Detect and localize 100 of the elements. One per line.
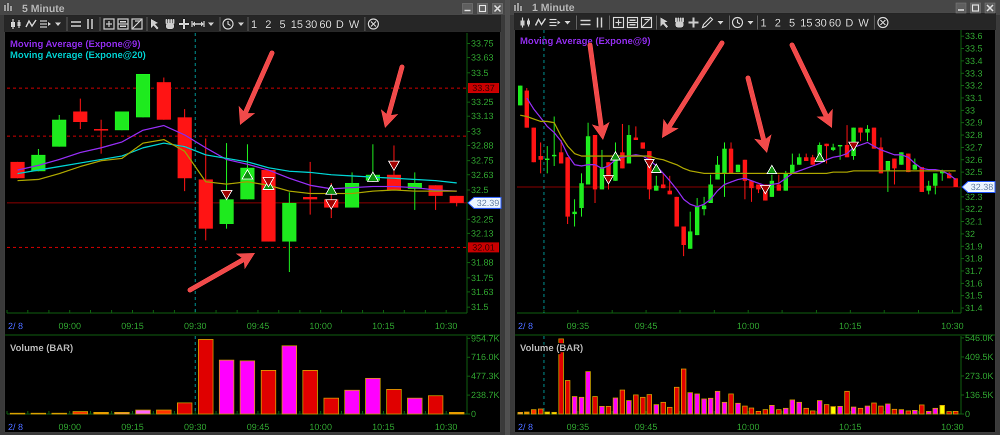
x-tick-label: 09:35	[566, 422, 590, 432]
y-tick-label: 32.6	[965, 154, 983, 165]
chart-title: 5 Minute	[22, 3, 65, 15]
text: 15	[290, 19, 304, 31]
y-tick-label: 32.88	[471, 140, 494, 150]
y-tick-label: 33.1	[965, 92, 983, 103]
y-tick-label: 33.13	[471, 111, 494, 122]
y-tick-label: 477.3K	[471, 371, 500, 382]
y-tick-label: 31.7	[965, 266, 983, 276]
text: 2/ 8	[8, 422, 24, 432]
text: 30	[814, 18, 827, 30]
text: 1	[760, 18, 767, 30]
y-tick-label: 716.0K	[471, 352, 500, 362]
y-tick-label: 31.5	[471, 302, 489, 312]
text: D	[336, 19, 344, 31]
x-tick-label: 10:00	[736, 422, 760, 432]
y-tick-label: 33	[965, 105, 976, 116]
text: 2/ 8	[518, 422, 534, 432]
y-tick-label: 31.5	[965, 290, 983, 301]
x-tick-label: 10:30	[434, 321, 458, 331]
x-tick-label: 09:30	[184, 422, 206, 432]
x-tick-label: 09:45	[634, 321, 658, 331]
ref-line-label: 32.39	[476, 198, 500, 208]
x-tick-label: 10:15	[839, 422, 862, 432]
y-tick-label: 32.7	[965, 142, 983, 152]
y-tick-label: 32.13	[471, 228, 494, 238]
y-tick-label: 32.1	[965, 216, 983, 227]
y-tick-label: 409.5K	[965, 352, 994, 362]
x-tick-label: 10:30	[434, 422, 458, 432]
x-tick-label: 09:00	[58, 422, 82, 432]
y-tick-label: 33.2	[965, 80, 983, 91]
x-tick-label: 09:45	[246, 321, 270, 331]
y-tick-label: 32.25	[471, 214, 494, 224]
y-tick-label: 31.4	[965, 303, 983, 314]
text: 30	[305, 19, 318, 31]
y-tick-label: 32.3	[965, 192, 983, 202]
text: 60	[828, 18, 842, 30]
y-tick-label: 33.63	[471, 52, 494, 63]
x-tick-label: 10:15	[372, 321, 395, 331]
y-tick-label: 32.63	[471, 170, 494, 180]
y-tick-label: 33.25	[471, 97, 494, 108]
y-tick-label: 238.7K	[471, 390, 500, 400]
x-tick-label: 09:35	[566, 321, 590, 331]
y-tick-label: 31.88	[471, 258, 494, 268]
text: Moving Average (Expone@9)	[10, 39, 140, 50]
y-tick-label: 273.0K	[965, 370, 994, 381]
y-tick-label: 31.75	[471, 272, 494, 283]
x-tick-label: 09:15	[121, 321, 144, 331]
x-tick-label: 09:45	[634, 422, 658, 432]
x-tick-label: 09:15	[121, 422, 144, 432]
x-tick-label: 10:30	[941, 321, 964, 331]
x-tick-label: 09:30	[184, 321, 206, 331]
y-tick-label: 33.6	[965, 31, 983, 42]
x-tick-label: 10:30	[941, 422, 964, 432]
text: W	[858, 18, 870, 30]
chart-title: 1 Minute	[532, 2, 575, 14]
y-tick-label: 0	[965, 409, 970, 419]
x-tick-label: 10:00	[309, 422, 332, 432]
y-tick-label: 31.8	[965, 254, 983, 264]
x-tick-label: 10:15	[839, 321, 862, 331]
x-tick-label: 10:15	[372, 422, 395, 432]
y-tick-label: 32.5	[965, 167, 983, 178]
y-tick-label: 32	[965, 228, 976, 239]
text: Volume (BAR)	[10, 343, 74, 354]
y-tick-label: 954.7K	[471, 333, 500, 344]
y-tick-label: 33.75	[471, 38, 494, 49]
y-tick-label: 31.9	[965, 241, 983, 252]
text: 15	[800, 18, 813, 30]
y-tick-label: 33.3	[965, 68, 983, 78]
ref-line-label: 32.01	[472, 242, 495, 252]
text: 1	[250, 19, 258, 31]
text: 2	[774, 18, 781, 30]
ref-line-label: 33.37	[472, 83, 495, 94]
text: 5	[280, 19, 286, 31]
y-tick-label: 32.75	[471, 156, 494, 166]
y-tick-label: 0	[471, 409, 476, 419]
text: 60	[319, 19, 332, 31]
x-tick-label: 10:00	[736, 321, 760, 331]
text: 5	[789, 18, 796, 30]
y-tick-label: 32.5	[471, 184, 489, 195]
text: D	[845, 18, 854, 30]
x-tick-label: 10:00	[309, 321, 332, 331]
text: W	[348, 19, 360, 31]
y-tick-label: 31.63	[471, 286, 494, 297]
y-tick-label: 136.5K	[965, 390, 994, 400]
y-tick-label: 31.6	[965, 278, 983, 288]
text: Moving Average (Expone@20)	[10, 50, 146, 61]
y-tick-label: 33	[471, 126, 482, 136]
y-tick-label: 32.8	[965, 130, 983, 140]
x-tick-label: 09:45	[246, 422, 270, 432]
y-tick-label: 33.5	[965, 44, 983, 54]
text: 2/ 8	[8, 321, 24, 331]
ref-line-label: 32.38	[970, 182, 994, 192]
text: Moving Average (Expone@9)	[520, 36, 650, 47]
y-tick-label: 33.5	[471, 68, 489, 78]
y-tick-label: 32.9	[965, 118, 983, 128]
text: 2/ 8	[518, 321, 534, 331]
x-tick-label: 09:00	[58, 321, 82, 331]
y-tick-label: 33.4	[965, 56, 983, 66]
text: 2	[265, 19, 272, 31]
